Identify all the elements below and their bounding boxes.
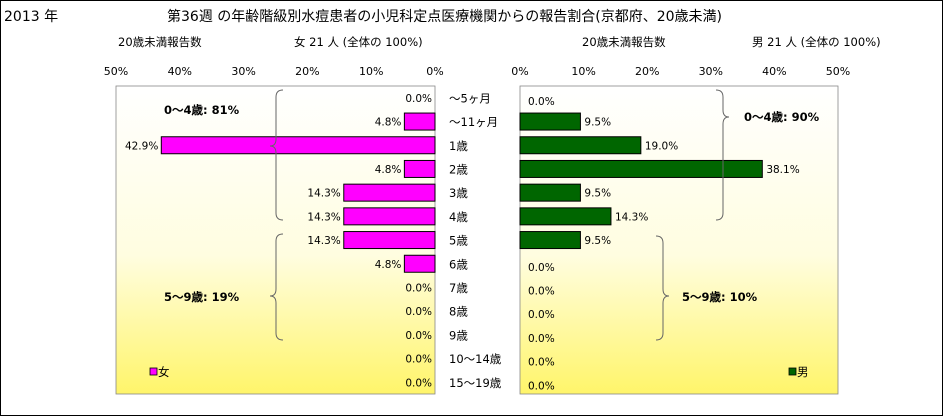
female-value-label: 14.3% — [307, 211, 340, 223]
female-bar — [403, 254, 436, 273]
male-bar — [519, 136, 642, 155]
age-category-label: 15～19歳 — [449, 376, 502, 390]
male-value-label: 9.5% — [584, 235, 611, 247]
age-category-label: 5歳 — [449, 234, 468, 248]
age-category-label: 3歳 — [449, 186, 468, 200]
male-value-label: 9.5% — [584, 117, 611, 129]
year-label: 2013 年 — [4, 9, 58, 25]
age-category-label: 4歳 — [449, 210, 468, 224]
female-x-tick-label: 50% — [104, 65, 128, 78]
female-bar — [343, 231, 436, 250]
female-value-label: 4.8% — [375, 259, 402, 271]
female-value-label: 0.0% — [405, 93, 432, 105]
female-group2-brace — [269, 233, 284, 341]
male-legend-label: 男 — [797, 365, 809, 379]
male-value-label: 0.0% — [528, 357, 555, 369]
male-bar — [519, 231, 581, 250]
male-value-label: 38.1% — [766, 164, 799, 176]
age-category-label: 9歳 — [449, 328, 468, 342]
female-legend-swatch — [149, 367, 158, 376]
female-value-label: 14.3% — [307, 188, 340, 200]
female-group1-note: 0～4歳: 81% — [164, 103, 240, 117]
male-group1-note: 0～4歳: 90% — [744, 110, 820, 124]
female-value-label: 4.8% — [375, 117, 402, 129]
age-category-label: ～11ヶ月 — [449, 115, 498, 129]
female-value-label: 0.0% — [405, 306, 432, 318]
male-bar — [519, 159, 763, 178]
female-bars: 0.0%4.8%42.9%4.8%14.3%14.3%14.3%4.8%0.0%… — [125, 93, 436, 389]
male-x-tick-label: 20% — [635, 65, 659, 78]
male-x-tick-label: 30% — [699, 65, 723, 78]
female-group2-note: 5～9歳: 19% — [164, 290, 240, 304]
male-x-tick-label: 0% — [511, 65, 528, 78]
age-category-label: 6歳 — [449, 257, 468, 271]
age-category-label: 10～14歳 — [449, 352, 502, 366]
male-x-tick-label: 10% — [571, 65, 595, 78]
male-legend-swatch — [788, 367, 797, 376]
male-value-label: 0.0% — [528, 285, 555, 297]
male-value-label: 0.0% — [528, 309, 555, 321]
female-value-label: 0.0% — [405, 377, 432, 389]
male-value-label: 0.0% — [528, 380, 555, 392]
female-x-tick-label: 30% — [231, 65, 255, 78]
age-category-label: 8歳 — [449, 305, 468, 319]
female-subtitle-left: 20歳未満報告数 — [118, 35, 202, 49]
female-x-tick-label: 40% — [168, 65, 192, 78]
age-category-label: 1歳 — [449, 139, 468, 153]
male-value-label: 14.3% — [615, 211, 648, 223]
female-value-label: 42.9% — [125, 140, 158, 152]
male-x-tick-label: 50% — [826, 65, 850, 78]
male-bar — [519, 183, 581, 202]
male-value-label: 9.5% — [584, 188, 611, 200]
male-subtitle-right: 男 21 人 (全体の 100%) — [752, 35, 881, 49]
male-value-label: 0.0% — [528, 333, 555, 345]
male-bar — [519, 207, 612, 226]
female-x-tick-label: 20% — [295, 65, 319, 78]
male-group2-brace — [655, 235, 670, 341]
male-value-label: 0.0% — [528, 96, 555, 108]
male-value-label: 0.0% — [528, 262, 555, 274]
female-bar — [343, 183, 436, 202]
female-value-label: 0.0% — [405, 282, 432, 294]
male-subtitle-left: 20歳未満報告数 — [582, 35, 666, 49]
age-category-label: ～5ヶ月 — [449, 91, 491, 105]
female-subtitle-right: 女 21 人 (全体の 100%) — [294, 35, 423, 49]
female-x-tick-label: 10% — [359, 65, 383, 78]
male-bar — [519, 112, 581, 131]
male-value-label: 19.0% — [645, 140, 678, 152]
male-group1-brace — [715, 89, 730, 221]
male-x-axis: 0% 10% 20% 30% 40% 50% — [511, 65, 850, 78]
female-value-label: 0.0% — [405, 330, 432, 342]
female-value-label: 0.0% — [405, 354, 432, 366]
female-x-axis: 50% 40% 30% 20% 10% 0% — [104, 65, 444, 78]
female-value-label: 14.3% — [307, 235, 340, 247]
female-bar — [343, 207, 436, 226]
age-category-label: 7歳 — [449, 281, 468, 295]
female-x-tick-label: 0% — [426, 65, 443, 78]
male-bars: 0.0% 9.5% 19.0% 38.1% 9.5% 14.3% 9.5% 0.0% 0.0% 0… — [519, 96, 800, 392]
male-group2-note: 5～9歳: 10% — [682, 290, 758, 304]
age-category-label: 2歳 — [449, 162, 468, 176]
female-bar — [160, 136, 436, 155]
age-category-labels: ～5ヶ月 ～11ヶ月 1歳 2歳 3歳 4歳 5歳 6歳 7歳 8歳 9歳 10～14歳 15～19歳 — [449, 91, 502, 389]
female-group1-brace — [269, 89, 284, 221]
male-x-tick-label: 40% — [762, 65, 786, 78]
chart-title: 第36週 の年齢階級別水痘患者の小児科定点医療機関からの報告割合(京都府、20歳… — [167, 8, 722, 25]
female-legend-label: 女 — [158, 365, 170, 379]
female-value-label: 4.8% — [375, 164, 402, 176]
female-bar — [403, 159, 436, 178]
female-bar — [403, 112, 436, 131]
